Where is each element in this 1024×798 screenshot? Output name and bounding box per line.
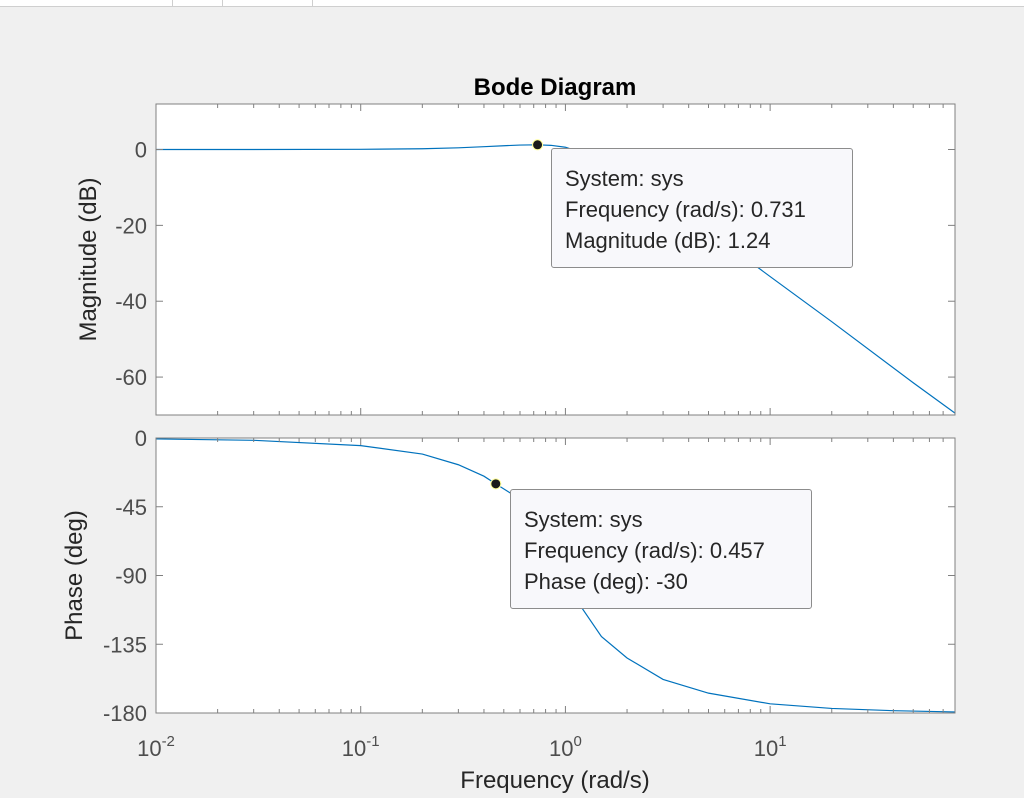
magnitude-y-axis-label: Magnitude (dB)	[75, 177, 102, 341]
x-tick-labels: 10-2 10-1 100 101	[137, 733, 786, 761]
toolbar-separator	[222, 0, 223, 6]
magnitude-y-tick-label: -40	[115, 289, 147, 314]
x-tick-label: 101	[754, 733, 787, 761]
phase-datatip-marker[interactable]	[490, 478, 502, 490]
phase-axes[interactable]: 0 -45 -90 -135 -180 Phase (deg)	[61, 426, 956, 726]
magnitude-series-line[interactable]	[156, 144, 955, 414]
datatip-line: System: sys	[565, 166, 684, 191]
magnitude-y-tick-label: -20	[115, 213, 147, 238]
x-tick-label: 100	[549, 733, 582, 761]
phase-datatip[interactable]: System: sys Frequency (rad/s): 0.457 Pha…	[510, 489, 812, 609]
phase-y-tick-label: -45	[115, 495, 147, 520]
datatip-line: Frequency (rad/s): 0.457	[524, 538, 765, 563]
phase-y-tick-label: -135	[103, 632, 147, 657]
phase-y-tick-label: -180	[103, 701, 147, 726]
chart-title: Bode Diagram	[474, 74, 637, 101]
x-tick-label: 10-1	[342, 733, 380, 761]
magnitude-axes-box	[155, 103, 956, 416]
magnitude-y-tick-label: -60	[115, 365, 147, 390]
datatip-line: Phase (deg): -30	[524, 569, 688, 594]
phase-y-axis-label: Phase (deg)	[61, 510, 88, 641]
datatip-line: System: sys	[524, 507, 643, 532]
magnitude-datatip[interactable]: System: sys Frequency (rad/s): 0.731 Mag…	[551, 148, 853, 268]
x-axis-label: Frequency (rad/s)	[460, 767, 649, 794]
magnitude-y-tick-label: 0	[135, 138, 147, 163]
toolbar-separator	[172, 0, 173, 6]
magnitude-datatip-marker[interactable]	[532, 139, 544, 151]
x-tick-label: 10-2	[137, 733, 175, 761]
phase-y-tick-label: 0	[135, 426, 147, 451]
datatip-line: Magnitude (dB): 1.24	[565, 228, 771, 253]
toolbar-separator	[312, 0, 313, 6]
figure-toolbar-strip	[0, 0, 1024, 7]
datatip-line: Frequency (rad/s): 0.731	[565, 197, 806, 222]
phase-y-tick-label: -90	[115, 564, 147, 589]
